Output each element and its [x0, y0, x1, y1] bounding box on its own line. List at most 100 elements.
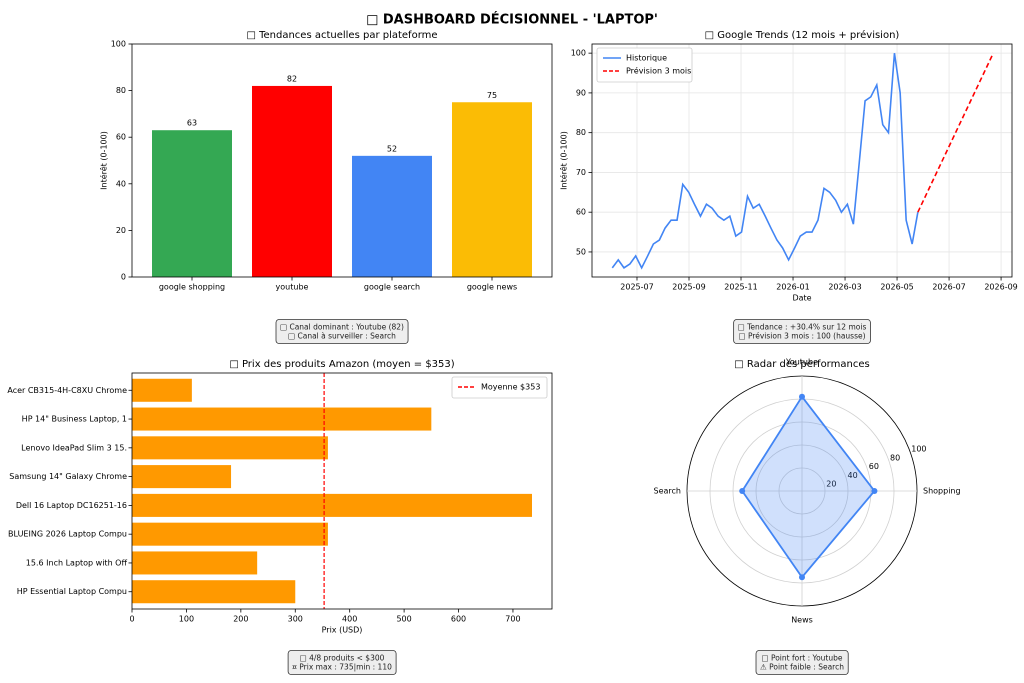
- y-tick-label: 20: [116, 226, 126, 235]
- radar-area: [741, 395, 876, 579]
- x-tick-label: 2025-11: [724, 283, 757, 292]
- y-tick-label: 80: [116, 86, 126, 95]
- x-tick-label: 2025-09: [672, 283, 705, 292]
- bar: [152, 130, 232, 277]
- y-tick-label: 70: [576, 168, 586, 177]
- x-tick-label: google search: [364, 283, 420, 292]
- annotation-box: [287, 650, 397, 675]
- chart-title: □ Prix des produits Amazon (moyen = $353…: [229, 359, 454, 370]
- value-label: 63: [187, 119, 197, 128]
- radar-point: [799, 574, 805, 581]
- y-tick-label: BLUEING 2026 Laptop Compu: [8, 530, 127, 539]
- legend-label: Historique: [626, 54, 667, 63]
- x-tick-label: 2026-05: [880, 283, 913, 292]
- annotation-text: □ 4/8 produits < $300: [300, 654, 385, 663]
- x-tick-label: 2026-01: [776, 283, 809, 292]
- dashboard-title: □ DASHBOARD DÉCISIONNEL - 'LAPTOP': [366, 12, 658, 28]
- annotation-text: □ Canal dominant : Youtube (82): [280, 323, 404, 332]
- x-axis-label: Date: [792, 294, 811, 303]
- y-tick-label: 90: [576, 88, 586, 97]
- x-tick-label: 2026-03: [828, 283, 861, 292]
- x-tick-label: 400: [342, 615, 357, 624]
- legend-label: Prévision 3 mois: [626, 66, 691, 76]
- value-label: 52: [387, 144, 397, 153]
- y-tick-label: 0: [121, 273, 126, 282]
- y-tick-label: 15.6 Inch Laptop with Off: [26, 558, 128, 567]
- y-axis-label: Intérêt (0-100): [99, 131, 109, 190]
- bar: [132, 522, 328, 546]
- chart-title: □ Radar des performances: [734, 359, 869, 370]
- axis-label: News: [791, 616, 813, 625]
- annotation-text: □ Canal à surveiller : Search: [288, 332, 396, 341]
- radar-point: [739, 488, 746, 494]
- annotation-text: ⚠ Point faible : Search: [760, 663, 844, 672]
- chart-title: □ Tendances actuelles par plateforme: [246, 30, 437, 41]
- radar-point: [871, 488, 878, 494]
- x-tick-label: youtube: [276, 283, 309, 292]
- x-tick-label: 2026-07: [932, 283, 965, 292]
- radial-tick-label: 20: [826, 480, 836, 489]
- axis-label: Youtube: [785, 358, 818, 367]
- axes-frame: [591, 43, 1013, 278]
- bar: [132, 580, 296, 604]
- radial-tick-label: 80: [890, 453, 900, 462]
- bar: [132, 551, 258, 575]
- y-tick-label: 60: [576, 208, 586, 217]
- annotation-text: □ Point fort : Youtube: [761, 654, 842, 663]
- y-tick-label: Dell 16 Laptop DC16251-16: [16, 501, 127, 510]
- x-tick-label: 200: [233, 615, 248, 624]
- bar: [132, 465, 232, 489]
- y-tick-label: 80: [576, 128, 586, 137]
- axes-frame: [131, 43, 553, 278]
- y-tick-label: HP 14" Business Laptop, 1: [22, 415, 127, 424]
- x-tick-label: 2025-07: [620, 283, 653, 292]
- axis-label: Search: [654, 487, 681, 496]
- y-tick-label: 40: [116, 179, 126, 188]
- x-tick-label: google shopping: [159, 283, 225, 292]
- x-tick-label: 500: [396, 615, 411, 624]
- value-label: 75: [487, 91, 497, 100]
- y-tick-label: Lenovo IdeaPad Slim 3 15.: [21, 443, 127, 452]
- annotation-box: [733, 319, 871, 344]
- y-tick-label: HP Essential Laptop Compu: [17, 587, 127, 596]
- legend-box: [451, 376, 548, 399]
- annotation-text: □ Tendance : +30.4% sur 12 mois: [738, 323, 867, 332]
- chart-title: □ Google Trends (12 mois + prévision): [705, 29, 900, 41]
- radial-tick-label: 40: [847, 471, 857, 480]
- bar: [132, 378, 192, 402]
- radial-tick-label: 60: [869, 462, 879, 471]
- x-tick-label: 700: [505, 615, 520, 624]
- radar-point: [799, 393, 805, 400]
- bar: [132, 407, 432, 431]
- annotation-box: [275, 319, 409, 344]
- legend-label: Moyenne $353: [481, 383, 540, 392]
- x-tick-label: 600: [451, 615, 466, 624]
- y-tick-label: 60: [116, 133, 126, 142]
- annotation-box: [755, 650, 849, 675]
- x-axis-label: Prix (USD): [322, 626, 363, 635]
- axes-frame: [131, 372, 553, 610]
- y-axis-label: Intérêt (0-100): [559, 131, 569, 190]
- bar: [352, 155, 432, 277]
- y-tick-label: Samsung 14" Galaxy Chrome: [9, 472, 127, 481]
- y-tick-label: 100: [571, 49, 586, 58]
- bar: [132, 493, 532, 517]
- legend-box: [596, 47, 693, 83]
- annotation-text: □ Prévision 3 mois : 100 (hausse): [738, 332, 865, 341]
- bar: [252, 85, 332, 277]
- radial-tick-label: 100: [911, 444, 926, 453]
- annotation-text: ¤ Prix max : 735|min : 110: [292, 663, 392, 672]
- axis-label: Shopping: [923, 487, 961, 496]
- y-tick-label: 50: [576, 247, 586, 256]
- bar: [452, 102, 532, 277]
- bar: [132, 436, 328, 460]
- x-tick-label: google news: [467, 283, 517, 292]
- x-tick-label: 0: [129, 615, 134, 624]
- line-series: [611, 53, 919, 270]
- y-tick-label: 100: [111, 40, 126, 49]
- y-tick-label: Acer CB315-4H-C8XU Chrome: [7, 386, 127, 395]
- line-series: [917, 52, 995, 213]
- value-label: 82: [287, 74, 297, 83]
